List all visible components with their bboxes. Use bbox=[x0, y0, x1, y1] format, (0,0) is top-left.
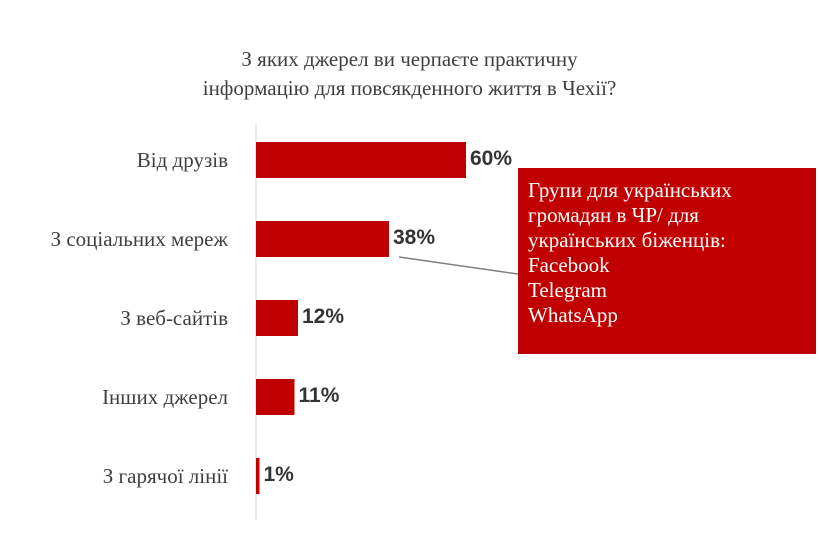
bar bbox=[256, 221, 389, 257]
annotation-callout: Групи для українських громадян в ЧР/ для… bbox=[518, 168, 816, 354]
bar bbox=[256, 458, 260, 494]
chart-title-line-2: інформацію для повсякденного життя в Чех… bbox=[202, 76, 617, 100]
data-label: 60% bbox=[470, 147, 512, 170]
callout-leader-line bbox=[398, 256, 519, 275]
callout-line: Групи для українських bbox=[528, 178, 732, 202]
callout-line: Facebook bbox=[528, 253, 610, 277]
callout-line: Telegram bbox=[528, 278, 607, 302]
category-label: Інших джерел bbox=[102, 385, 228, 409]
data-label: 12% bbox=[302, 305, 344, 328]
bar bbox=[256, 379, 295, 415]
category-label: З соціальних мереж bbox=[51, 227, 229, 251]
data-label: 11% bbox=[299, 384, 340, 407]
callout-line: громадян в ЧР/ для bbox=[528, 203, 699, 227]
callout-line: WhatsApp bbox=[528, 303, 618, 327]
category-label: З гарячої лінії bbox=[103, 464, 228, 488]
callout-line: українських біженців: bbox=[528, 228, 726, 252]
category-label: Від друзів bbox=[137, 148, 228, 172]
bar bbox=[256, 142, 466, 178]
data-label: 38% bbox=[393, 226, 435, 249]
chart-title-line-1: З яких джерел ви черпаєте практичну bbox=[241, 47, 578, 71]
bar bbox=[256, 300, 298, 336]
data-label: 1% bbox=[264, 463, 295, 486]
category-label: З веб-сайтів bbox=[120, 306, 228, 330]
